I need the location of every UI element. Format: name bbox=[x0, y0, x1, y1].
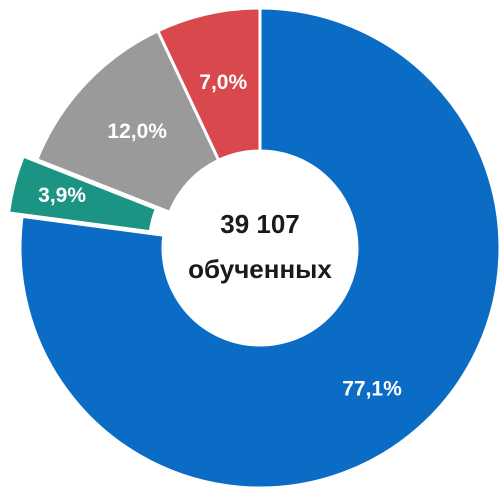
slice bbox=[6, 154, 159, 234]
center-total: 39 107 bbox=[220, 209, 300, 239]
slices bbox=[6, 6, 501, 490]
value-label: 12,0% bbox=[107, 120, 167, 143]
value-label: 3,9% bbox=[38, 184, 86, 207]
center-caption: обученных bbox=[188, 254, 332, 284]
value-label: 77,1% bbox=[342, 378, 402, 401]
slice bbox=[155, 6, 262, 163]
value-label: 7,0% bbox=[199, 71, 247, 94]
slice bbox=[18, 6, 501, 490]
slice bbox=[34, 28, 221, 215]
